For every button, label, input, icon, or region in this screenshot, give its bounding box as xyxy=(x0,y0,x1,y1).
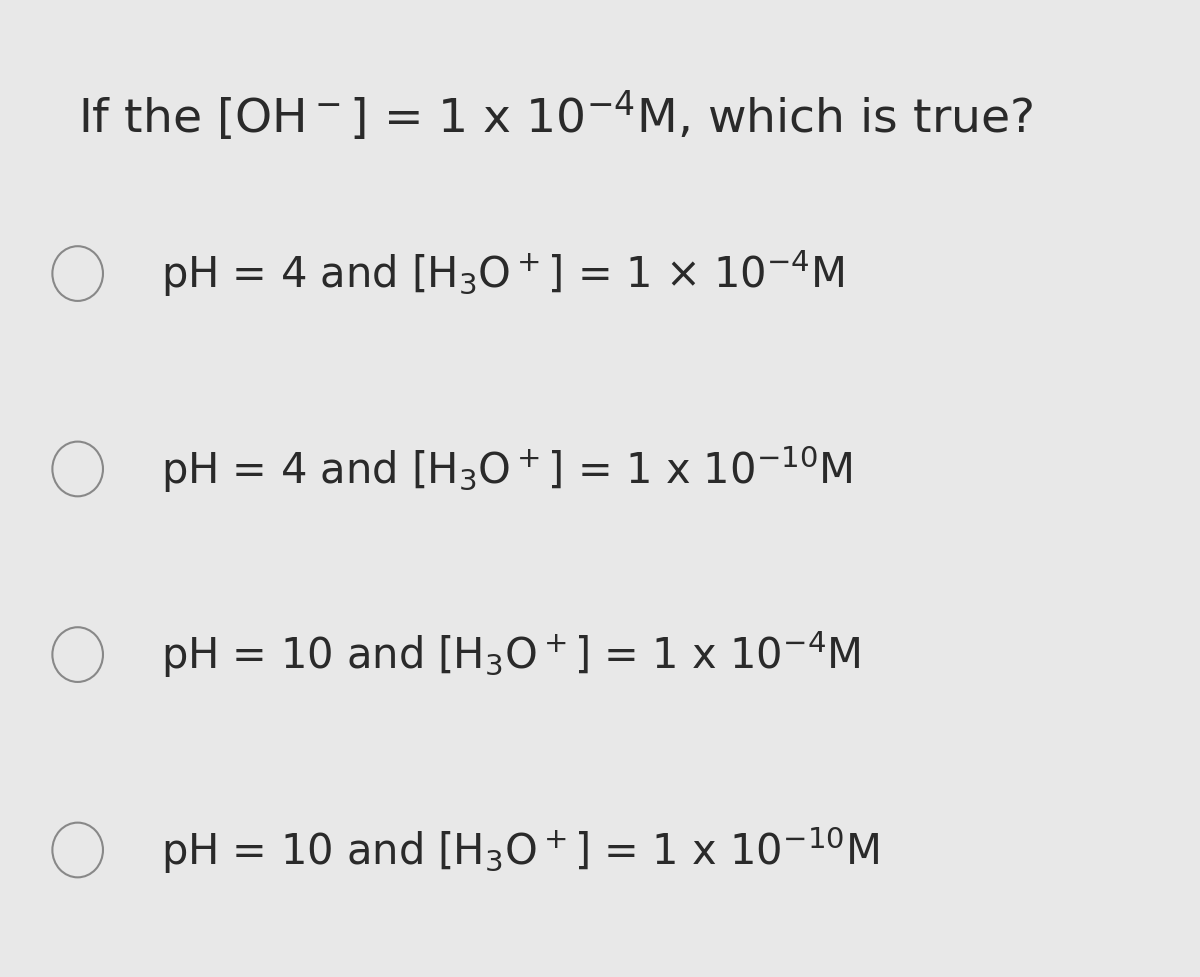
Text: pH = 10 and [H$_3$O$^+$] = 1 x 10$^{-4}$M: pH = 10 and [H$_3$O$^+$] = 1 x 10$^{-4}$… xyxy=(161,629,860,680)
Text: pH = 4 and [H$_3$O$^+$] = 1 x 10$^{-10}$M: pH = 4 and [H$_3$O$^+$] = 1 x 10$^{-10}$… xyxy=(161,444,853,494)
Text: If the [OH$^-$] = 1 x 10$^{-4}$M, which is true?: If the [OH$^-$] = 1 x 10$^{-4}$M, which … xyxy=(78,88,1033,143)
Text: pH = 10 and [H$_3$O$^+$] = 1 x 10$^{-10}$M: pH = 10 and [H$_3$O$^+$] = 1 x 10$^{-10}… xyxy=(161,825,880,875)
Text: pH = 4 and [H$_3$O$^+$] = 1 $\times$ 10$^{-4}$M: pH = 4 and [H$_3$O$^+$] = 1 $\times$ 10$… xyxy=(161,248,845,299)
